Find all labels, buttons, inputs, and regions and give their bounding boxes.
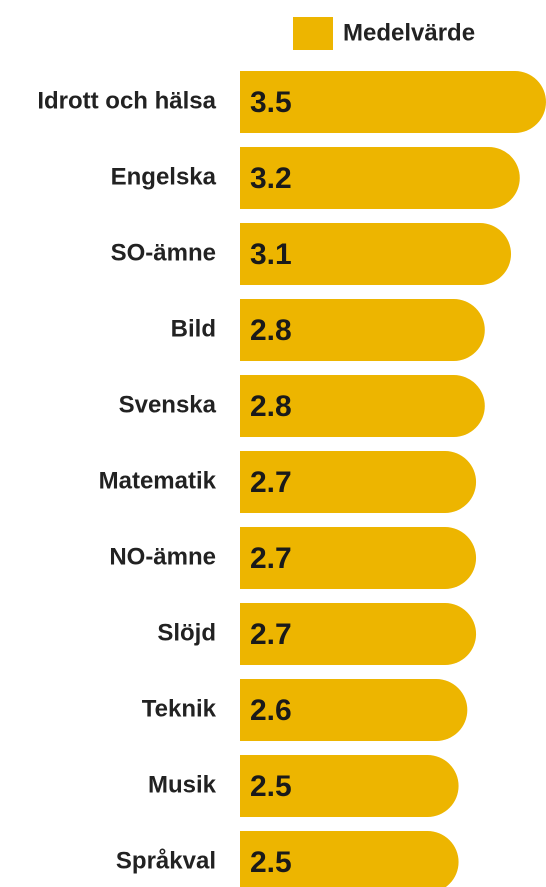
value-label: 3.1 bbox=[250, 238, 292, 271]
bar bbox=[240, 147, 520, 209]
legend-label: Medelvärde bbox=[343, 19, 475, 46]
bar bbox=[240, 527, 477, 589]
category-label: Matematik bbox=[99, 467, 217, 494]
value-label: 2.6 bbox=[250, 694, 292, 727]
value-label: 2.7 bbox=[250, 618, 292, 651]
value-label: 3.5 bbox=[250, 86, 292, 119]
value-label: 2.8 bbox=[250, 390, 292, 423]
bar bbox=[240, 71, 546, 133]
bar bbox=[240, 299, 485, 361]
value-label: 2.5 bbox=[250, 770, 292, 803]
bar bbox=[240, 451, 477, 513]
category-label: Idrott och hälsa bbox=[37, 87, 216, 114]
legend-swatch bbox=[293, 17, 333, 50]
value-label: 2.8 bbox=[250, 314, 292, 347]
category-label: Språkval bbox=[116, 847, 216, 874]
category-label: Svenska bbox=[119, 391, 217, 418]
category-label: Engelska bbox=[111, 163, 217, 190]
category-label: Bild bbox=[171, 315, 216, 342]
value-label: 2.7 bbox=[250, 466, 292, 499]
bar bbox=[240, 679, 468, 741]
value-label: 2.5 bbox=[250, 846, 292, 879]
bar bbox=[240, 603, 477, 665]
category-label: SO-ämne bbox=[111, 239, 216, 266]
category-label: Slöjd bbox=[157, 619, 216, 646]
category-label: Teknik bbox=[142, 695, 217, 722]
bar bbox=[240, 755, 459, 817]
bar bbox=[240, 223, 512, 285]
value-label: 3.2 bbox=[250, 162, 292, 195]
bar bbox=[240, 831, 459, 887]
category-label: NO-ämne bbox=[109, 543, 216, 570]
category-label: Musik bbox=[148, 771, 217, 798]
value-label: 2.7 bbox=[250, 542, 292, 575]
bar bbox=[240, 375, 485, 437]
